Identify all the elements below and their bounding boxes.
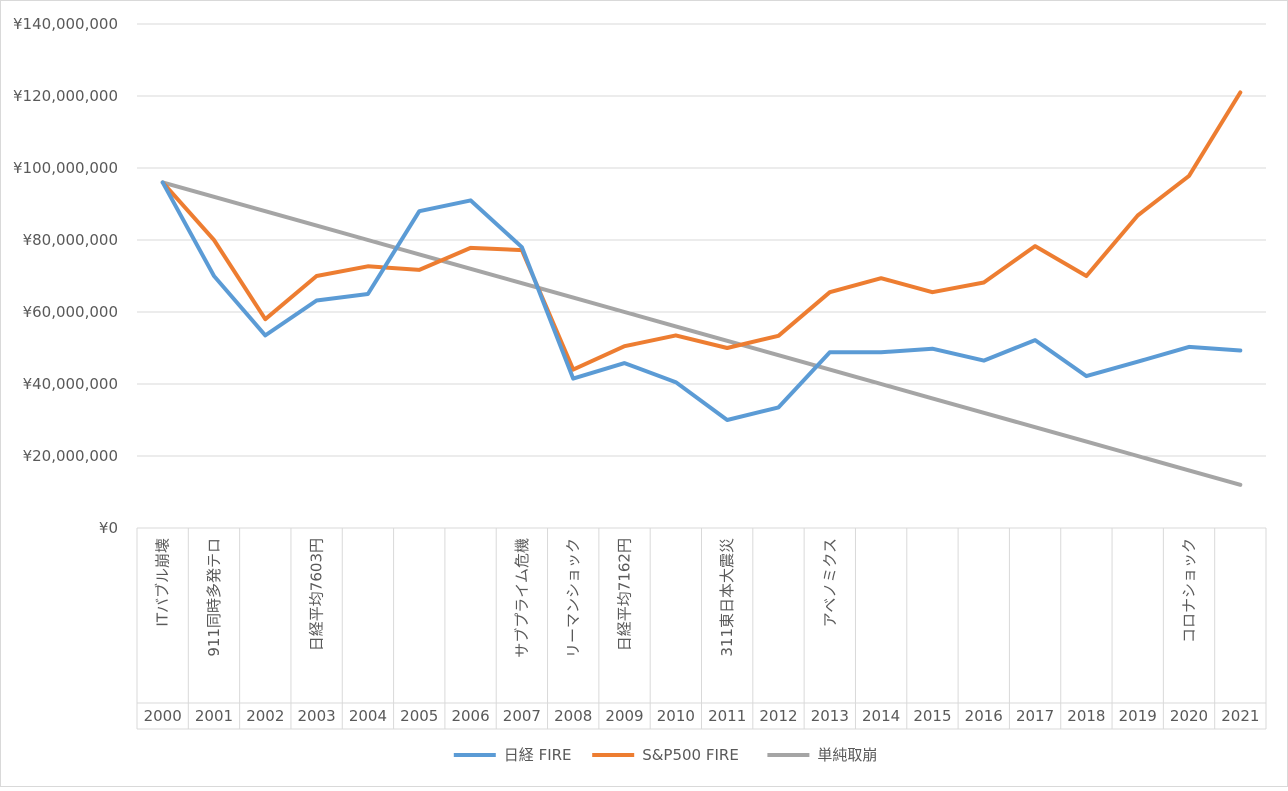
- x-tick-label: 2016: [965, 707, 1003, 725]
- series-line: [160, 90, 1243, 372]
- x-tick-label: 2010: [657, 707, 695, 725]
- x-tick-label: 2006: [451, 707, 489, 725]
- event-label: 日経平均7603円: [308, 538, 326, 651]
- y-tick-label: ¥120,000,000: [13, 87, 118, 105]
- legend-label: 日経 FIRE: [504, 746, 572, 764]
- x-tick-label: 2003: [298, 707, 336, 725]
- legend-label: 単純取崩: [817, 746, 877, 764]
- x-tick-label: 2012: [759, 707, 797, 725]
- y-tick-label: ¥0: [99, 519, 118, 537]
- event-label: サブプライム危機: [513, 538, 531, 658]
- event-label: 911同時多発テロ: [205, 538, 223, 657]
- event-label: コロナショック: [1180, 538, 1198, 643]
- x-tick-label: 2001: [195, 707, 233, 725]
- y-axis-ticks: ¥0 ¥20,000,000 ¥40,000,000 ¥60,000,000 ¥80,0…: [13, 15, 118, 537]
- gridlines: [137, 23, 1266, 529]
- event-label: 311東日本大震災: [718, 538, 736, 657]
- x-tick-label: 2000: [144, 707, 182, 725]
- series-line: [160, 180, 1243, 422]
- y-tick-label: ¥100,000,000: [13, 159, 118, 177]
- x-tick-label: 2019: [1119, 707, 1157, 725]
- y-tick-label: ¥140,000,000: [13, 15, 118, 33]
- x-tick-label: 2017: [1016, 707, 1054, 725]
- x-tick-label: 2005: [400, 707, 438, 725]
- x-tick-label: 2007: [503, 707, 541, 725]
- x-tick-label: 2009: [605, 707, 643, 725]
- event-label: 日経平均7162円: [616, 538, 634, 651]
- x-tick-label: 2018: [1067, 707, 1105, 725]
- y-tick-label: ¥20,000,000: [23, 447, 118, 465]
- x-tick-label: 2011: [708, 707, 746, 725]
- x-tick-label: 2015: [913, 707, 951, 725]
- event-label: リーマンショック: [564, 538, 582, 658]
- legend-label: S&P500 FIRE: [642, 746, 739, 764]
- x-tick-label: 2004: [349, 707, 387, 725]
- x-tick-label: 2021: [1221, 707, 1259, 725]
- series-lines: [160, 90, 1243, 487]
- series-line: [160, 180, 1243, 487]
- x-tick-label: 2008: [554, 707, 592, 725]
- event-label: ITバブル崩壊: [154, 538, 172, 627]
- x-tick-label: 2002: [246, 707, 284, 725]
- x-tick-label: 2014: [862, 707, 900, 725]
- legend: 日経 FIRE S&P500 FIRE 単純取崩: [453, 746, 877, 764]
- y-tick-label: ¥40,000,000: [23, 375, 118, 393]
- x-tick-label: 2020: [1170, 707, 1208, 725]
- event-label: アベノミクス: [821, 538, 839, 627]
- category-table: 2000 2001 2002 2003 2004 2005 2006 2007 2008 2009…: [136, 528, 1267, 730]
- x-tick-label: 2013: [811, 707, 849, 725]
- y-tick-label: ¥60,000,000: [23, 303, 118, 321]
- y-tick-label: ¥80,000,000: [23, 231, 118, 249]
